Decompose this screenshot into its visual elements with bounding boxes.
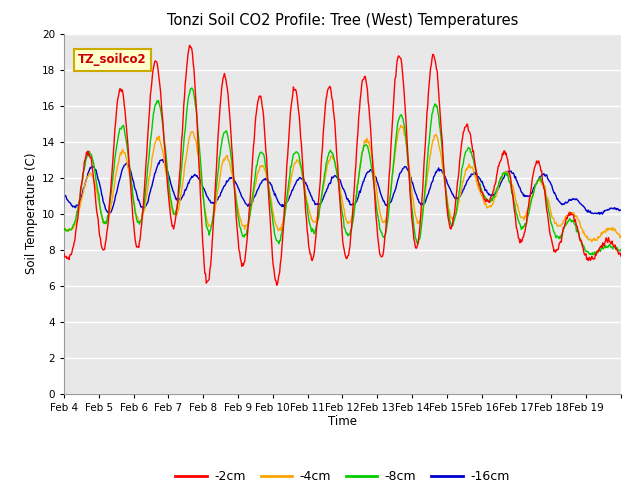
Title: Tonzi Soil CO2 Profile: Tree (West) Temperatures: Tonzi Soil CO2 Profile: Tree (West) Temp… (166, 13, 518, 28)
X-axis label: Time: Time (328, 415, 357, 429)
Y-axis label: Soil Temperature (C): Soil Temperature (C) (24, 153, 38, 275)
Text: TZ_soilco2: TZ_soilco2 (78, 53, 147, 66)
Legend: -2cm, -4cm, -8cm, -16cm: -2cm, -4cm, -8cm, -16cm (170, 465, 515, 480)
